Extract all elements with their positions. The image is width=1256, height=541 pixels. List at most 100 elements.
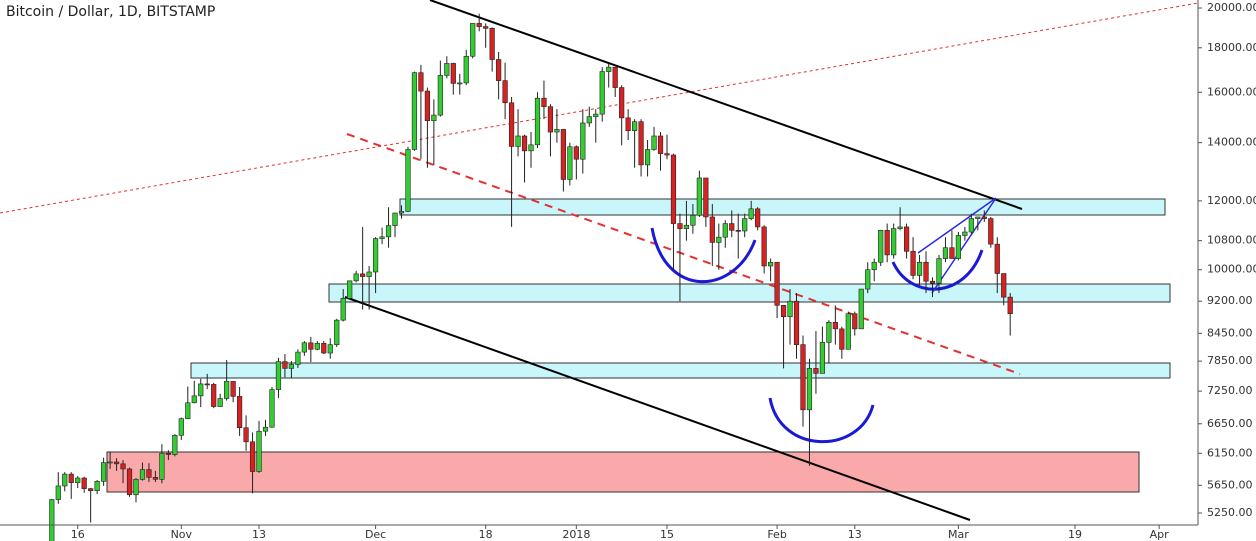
candle-body (49, 499, 55, 541)
candle-body (903, 226, 910, 252)
level-zone (328, 283, 1171, 303)
candle-body (198, 383, 204, 397)
candle-body (249, 441, 256, 472)
candle-body (372, 238, 379, 273)
candle-body (858, 288, 864, 330)
candle-body (891, 228, 897, 256)
candle-body (748, 208, 754, 219)
candle-body (411, 72, 418, 150)
candle-body (243, 427, 249, 443)
candle-body (716, 236, 722, 243)
candle-body (334, 319, 340, 345)
candle-body (165, 452, 171, 455)
candle-body (269, 389, 275, 428)
y-tick-label: 9200.00 (1207, 294, 1253, 307)
candle-body (424, 90, 430, 121)
candle-body (172, 434, 178, 455)
candle-body (152, 477, 159, 480)
candle-body (217, 398, 223, 407)
candle-body (62, 473, 68, 487)
candle-body (463, 55, 469, 84)
candle-body (651, 135, 657, 150)
candle-body (813, 368, 819, 374)
candle-body (696, 177, 702, 216)
y-tick-label: 14000.00 (1207, 136, 1256, 149)
candle-body (586, 116, 592, 124)
x-tick-label: 16 (71, 528, 85, 541)
y-tick-label: 10000.00 (1207, 263, 1256, 276)
candle-body (703, 177, 709, 218)
candle-body (774, 261, 780, 306)
wedge-line (917, 197, 997, 254)
x-tick-label: Feb (767, 528, 786, 541)
y-tick-label: 5250.00 (1207, 506, 1253, 519)
candle-body (431, 114, 437, 121)
y-tick-label: 10800.00 (1207, 234, 1256, 247)
candle-body (657, 135, 664, 154)
pattern-curve (891, 249, 984, 291)
candle-body (521, 135, 528, 152)
candle-body (547, 106, 554, 133)
candle-body (845, 313, 851, 350)
candle-body (554, 129, 560, 133)
y-tick-label: 6150.00 (1207, 446, 1253, 459)
candle-body (897, 226, 903, 229)
candle-body (793, 300, 800, 345)
candle-body (567, 146, 573, 180)
candle-body (560, 129, 566, 180)
candle-body (295, 351, 301, 365)
candle-body (806, 368, 813, 411)
candle-body (865, 269, 871, 290)
candle-body (398, 211, 405, 214)
chart-title: Bitcoin / Dollar, 1D, BITSTAMP (6, 4, 215, 20)
candle-body (761, 226, 767, 267)
candle-body (496, 59, 502, 81)
candle-body (936, 258, 942, 284)
candle-body (599, 71, 605, 115)
candle-body (224, 381, 230, 399)
candle-body (755, 208, 761, 228)
pattern-curve (768, 397, 875, 444)
candle-body (690, 215, 696, 226)
candle-body (742, 218, 748, 232)
y-tick-label: 20000.00 (1207, 1, 1256, 14)
candle-body (1007, 296, 1013, 315)
candle-body (534, 97, 541, 146)
candle-body (68, 473, 74, 483)
candle-body (606, 66, 612, 72)
candle-body (88, 488, 94, 491)
y-tick-label: 16000.00 (1207, 85, 1256, 98)
candle-body (204, 383, 210, 386)
candle-body (159, 452, 165, 480)
x-tick-label: 13 (252, 528, 266, 541)
candle-body (256, 430, 262, 472)
candle-body (113, 461, 120, 465)
candle-body (476, 23, 482, 27)
x-tick-label: 19 (1068, 528, 1082, 541)
candle-body (366, 271, 372, 277)
x-tick-label: Mar (948, 528, 969, 541)
candle-body (379, 236, 385, 239)
wedge-line (931, 197, 997, 294)
candle-body (573, 146, 579, 160)
candle-body (593, 113, 599, 117)
candle-body (664, 153, 670, 156)
x-tick-label: Apr (1150, 528, 1170, 541)
x-tick-label: Dec (365, 528, 386, 541)
y-tick-label: 12000.00 (1207, 194, 1256, 207)
candle-body (314, 342, 320, 350)
candle-body (819, 342, 826, 374)
candle-body (729, 223, 735, 231)
candle-body (385, 225, 392, 238)
candle-body (826, 322, 832, 343)
channel-line (344, 296, 971, 521)
candle-body (81, 477, 87, 489)
candle-body (638, 121, 644, 166)
candle-body (910, 250, 916, 276)
y-tick-label: 18000.00 (1207, 41, 1256, 54)
candle-body (178, 418, 184, 436)
candle-body (308, 342, 314, 350)
candle-body (133, 479, 139, 496)
candle-body (101, 462, 107, 482)
